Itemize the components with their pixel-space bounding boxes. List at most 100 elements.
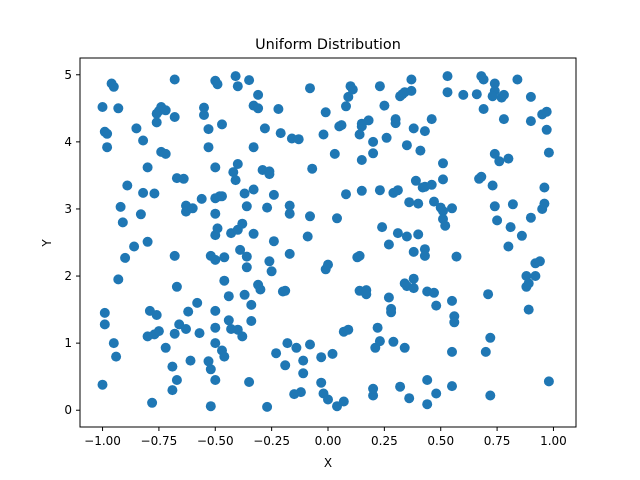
y-tick-label: 1: [64, 336, 72, 350]
data-point: [181, 324, 191, 334]
data-point: [223, 291, 234, 302]
data-point: [102, 128, 113, 139]
data-point: [476, 171, 487, 182]
data-point: [253, 89, 264, 100]
data-point: [219, 351, 230, 362]
data-point: [212, 223, 223, 234]
data-point: [401, 140, 412, 151]
data-point: [438, 206, 448, 216]
data-point: [169, 74, 180, 85]
data-point: [151, 117, 162, 128]
data-point: [368, 136, 379, 147]
data-point: [167, 385, 178, 396]
data-point: [541, 124, 552, 135]
data-point: [478, 104, 489, 114]
data-point: [478, 74, 489, 85]
data-point: [160, 342, 171, 353]
data-point: [169, 250, 180, 261]
data-point: [131, 123, 142, 134]
data-point: [408, 123, 419, 134]
data-point: [449, 317, 460, 328]
chart-title: Uniform Distribution: [255, 37, 401, 53]
data-point: [241, 262, 252, 273]
data-point: [187, 203, 198, 214]
data-points: [97, 71, 554, 412]
data-point: [516, 230, 527, 241]
data-point: [543, 376, 554, 387]
data-point: [343, 324, 354, 335]
data-point: [338, 396, 349, 407]
data-point: [525, 91, 536, 102]
data-point: [223, 315, 234, 326]
data-point: [442, 87, 453, 98]
data-point: [451, 251, 462, 262]
data-point: [487, 91, 498, 102]
data-point: [440, 220, 451, 231]
data-point: [264, 169, 275, 180]
data-point: [483, 289, 494, 300]
data-point: [374, 336, 385, 347]
data-point: [494, 156, 505, 167]
data-point: [354, 250, 365, 261]
data-point: [199, 102, 209, 113]
data-point: [332, 213, 342, 224]
data-point: [413, 198, 424, 209]
data-point: [113, 103, 124, 114]
y-tick-label: 2: [64, 269, 72, 283]
data-point: [284, 248, 295, 259]
data-point: [320, 107, 331, 118]
data-point: [343, 91, 354, 102]
data-point: [447, 381, 457, 392]
data-point: [241, 201, 252, 212]
data-point: [489, 78, 500, 89]
data-point: [268, 236, 279, 247]
data-point: [447, 203, 457, 214]
data-point: [379, 100, 390, 111]
data-point: [219, 275, 230, 286]
data-point: [115, 201, 126, 212]
data-point: [498, 114, 509, 125]
data-point: [485, 390, 496, 401]
data-point: [262, 202, 273, 213]
data-point: [138, 187, 149, 198]
data-point: [523, 278, 534, 289]
data-point: [415, 145, 426, 156]
data-point: [149, 188, 160, 199]
data-point: [142, 162, 153, 173]
data-point: [471, 89, 482, 100]
data-point: [388, 336, 399, 347]
data-point: [392, 228, 403, 239]
data-point: [246, 299, 257, 310]
data-point: [356, 185, 367, 196]
y-tick-label: 0: [64, 403, 72, 417]
data-point: [122, 180, 133, 191]
data-point: [336, 120, 347, 131]
data-point: [374, 81, 385, 92]
data-point: [377, 222, 388, 233]
data-point: [138, 135, 149, 146]
data-point: [199, 110, 209, 120]
data-point: [232, 81, 243, 92]
data-point: [305, 211, 315, 222]
data-point: [503, 241, 514, 252]
data-point: [431, 388, 442, 399]
data-point: [410, 175, 421, 186]
data-point: [217, 119, 227, 130]
x-tick-label: 0.50: [427, 434, 454, 448]
data-point: [489, 201, 500, 212]
data-point: [171, 375, 182, 385]
y-tick-label: 5: [64, 68, 72, 82]
data-point: [205, 401, 216, 412]
data-point: [135, 209, 146, 220]
data-point: [97, 379, 108, 390]
data-point: [298, 355, 309, 366]
data-point: [210, 305, 221, 316]
data-point: [541, 106, 552, 117]
data-point: [361, 289, 372, 300]
data-point: [228, 167, 239, 178]
data-point: [363, 115, 374, 126]
data-point: [305, 83, 315, 94]
data-point: [169, 328, 180, 339]
data-point: [341, 189, 351, 200]
